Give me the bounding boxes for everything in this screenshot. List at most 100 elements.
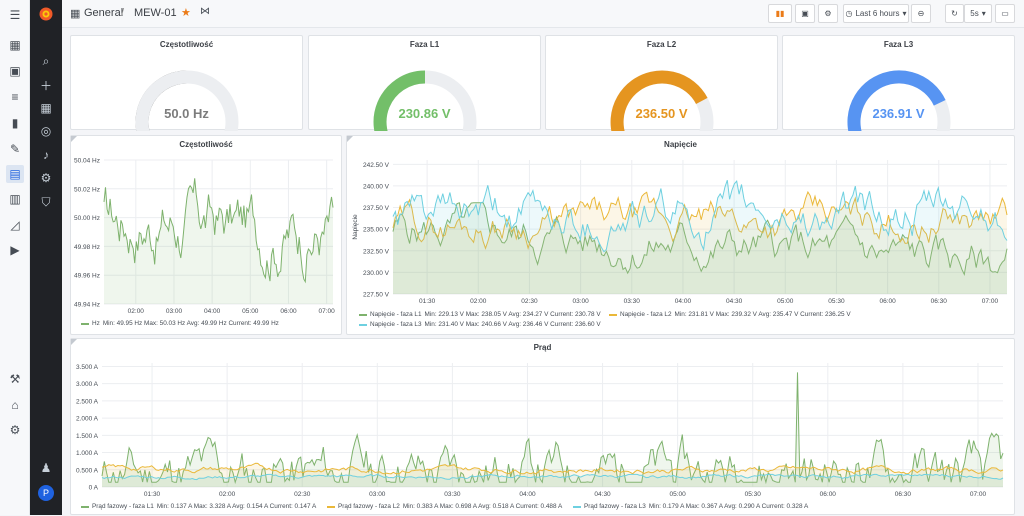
y-tick-label: 1.000 A [76,450,99,457]
frequency-panel[interactable]: Częstotliwość 49.94 Hz 49.96 Hz 49.98 Hz 50… [70,135,342,335]
refresh-interval-picker[interactable]: 5s ▾ [964,4,992,23]
series-line [392,179,1008,253]
x-tick-label: 02:00 [219,491,236,498]
panel-corner-icon [347,136,353,142]
legend-item[interactable]: Prąd fazowy - faza L3 Min: 0.179 A Max: 0… [573,503,808,510]
breadcrumb-separator: / [121,7,125,19]
x-tick-label: 04:30 [594,491,611,498]
gauge-svg [135,70,239,131]
y-tick-label: 230.00 V [363,270,390,277]
legend-item[interactable]: Prąd fazowy - faza L1 Min: 0.137 A Max: 3… [81,503,316,510]
dashboards-nav-icon[interactable]: ▦ [40,101,52,115]
panel-corner-icon [71,339,77,345]
legend-item[interactable]: Napięcie - faza L2 Min: 231.81 V Max: 239… [609,311,851,318]
legend-name: Prąd fazowy - faza L2 [338,503,400,510]
legend-item[interactable]: Hz Min: 49.95 Hz Max: 50.03 Hz Avg: 49.99… [81,320,279,327]
series-line [392,190,1008,251]
notifications-icon[interactable]: ♟ [40,461,52,475]
series-area [102,474,1003,487]
dashboards-icon[interactable]: ▦ [9,38,21,52]
hammer-icon[interactable]: ⚒ [9,372,21,386]
gauge-value: 236.91 V [872,106,925,121]
legend-swatch [609,313,617,316]
star-icon[interactable]: ★ [181,7,191,19]
add-panel-button[interactable]: ▮▮ [768,4,792,23]
gauge-arc [610,70,708,131]
gauge-panel-l1[interactable]: Faza L1 230.86 V [308,35,541,131]
legend-item[interactable]: Napięcie - faza L3 Min: 231.40 V Max: 240… [359,321,601,328]
breadcrumb-folder[interactable]: General [84,7,124,19]
video-icon[interactable]: ▶ [10,243,20,257]
x-tick-label: 02:00 [128,308,145,315]
breadcrumb-dashboard[interactable]: MEW-01 [134,7,177,19]
top-bar: ▦ General / MEW-01 ★ ⋈ ▮▮ ▣ ⚙ ◷ Last 6 ho… [62,0,1024,28]
chart-icon[interactable]: ▮ [11,116,19,130]
alerts-icon[interactable]: ▣ [9,64,21,78]
graph-panel-icon[interactable]: ▤ [6,165,24,183]
gauge-svg [610,70,714,131]
x-tick-label: 05:00 [777,298,794,305]
y-tick-label: 50.02 Hz [74,186,100,193]
panel-title: Prąd [533,343,552,352]
avatar[interactable]: P [38,485,54,501]
x-tick-label: 04:00 [204,308,221,315]
bell-icon[interactable]: ♪ [43,148,49,162]
x-tick-label: 06:30 [895,491,912,498]
gauge-panel-l3[interactable]: Faza L3 236.91 V [782,35,1015,131]
config-icon[interactable]: ⚙ [40,171,52,185]
search-icon[interactable]: ⌕ [42,53,50,68]
gauge-title: Faza L1 [409,40,440,49]
gauge-panel-frequency[interactable]: Częstotliwość 50.0 Hz [70,35,303,131]
grafana-logo-icon[interactable] [37,5,55,23]
gauge-value: 230.86 V [398,106,451,121]
time-range-picker[interactable]: ◷ Last 6 hours ▾ [843,4,909,23]
legend-stats: Min: 0.383 A Max: 0.698 A Avg: 0.518 A C… [402,503,563,510]
refresh-button[interactable]: ↻ [945,4,964,23]
gauge-title: Faza L2 [646,40,677,49]
settings-button[interactable]: ⚙ [818,4,838,23]
settings-icon[interactable]: ⚙ [9,423,21,437]
legend-name: Prąd fazowy - faza L1 [92,503,154,510]
legend-item[interactable]: Prąd fazowy - faza L2 Min: 0.383 A Max: 0… [327,503,562,510]
y-tick-label: 49.94 Hz [74,302,100,309]
frequency-chart: 49.94 Hz 49.96 Hz 49.98 Hz 50.00 Hz 50.02 Hz… [74,158,335,316]
save-button[interactable]: ▣ [795,4,815,23]
shield-icon[interactable]: ⛉ [41,194,51,209]
series-area [393,192,1007,294]
gauge-svg [373,70,477,131]
series-area [102,463,1003,487]
menu-icon[interactable]: ☰ [9,8,21,22]
series-line [101,462,1004,475]
y-tick-label: 235.00 V [363,227,390,234]
add-panel-icon: ▮▮ [775,9,785,18]
voltage-panel[interactable]: Napięcie 227.50 V 230.00 V 232.50 V 235.00 … [346,135,1015,335]
share-icon[interactable]: ⋈ [200,6,210,17]
y-tick-label: 50.00 Hz [74,215,100,222]
x-tick-label: 04:30 [726,298,743,305]
table-icon[interactable]: ▥ [9,192,21,206]
y-tick-label: 2.500 A [76,398,99,405]
legend-item[interactable]: Napięcie - faza L1 Min: 229.13 V Max: 238… [359,311,601,318]
chevron-down-icon: ▾ [902,9,907,18]
explore-icon[interactable]: ◎ [40,124,52,138]
legend-swatch [359,323,367,326]
current-panel[interactable]: Prąd 0 A 0.500 A 1.000 A 1.500 A 2.000 A 2.50… [70,338,1015,515]
legend-stats: Min: 229.13 V Max: 238.05 V Avg: 234.27 … [424,311,601,318]
tv-mode-button[interactable]: ▭ [995,4,1015,23]
gauge-arc [847,70,946,131]
zoom-out-button[interactable]: ⊖ [911,4,931,23]
create-icon[interactable]: ＋ [39,78,52,93]
legend-name: Hz [92,320,100,327]
list-icon[interactable]: ≡ [11,90,19,104]
gauge-panel-l2[interactable]: Faza L2 236.50 V [545,35,778,131]
area-chart-icon[interactable]: ◿ [10,218,20,232]
gauge-value: 236.50 V [635,106,688,121]
home-icon[interactable]: ⌂ [11,398,19,412]
x-tick-label: 06:00 [280,308,297,315]
x-tick-label: 07:00 [982,298,999,305]
x-tick-label: 03:30 [444,491,461,498]
legend-stats: Min: 0.179 A Max: 0.367 A Avg: 0.290 A C… [648,503,809,510]
wrench-icon[interactable]: ✎ [9,142,21,156]
legend-name: Prąd fazowy - faza L3 [584,503,646,510]
x-tick-label: 01:30 [144,491,161,498]
